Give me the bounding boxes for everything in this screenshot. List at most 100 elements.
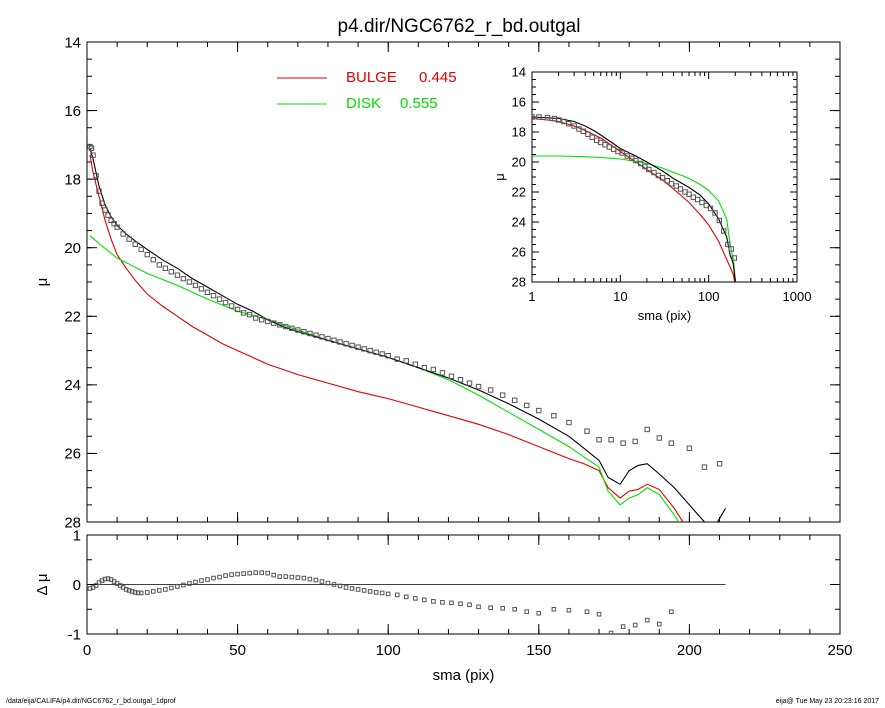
residual-data-point bbox=[449, 600, 454, 606]
residual-data-point bbox=[193, 579, 198, 585]
main-data-point bbox=[88, 145, 95, 151]
main-data-point bbox=[430, 366, 437, 373]
residual-data-point bbox=[126, 588, 132, 593]
residual-data-point bbox=[500, 605, 505, 611]
residual-data-point bbox=[669, 609, 674, 615]
residual-data-point bbox=[431, 599, 436, 604]
inset-data-point bbox=[580, 128, 586, 134]
residual-data-point bbox=[343, 585, 349, 590]
main-data-point bbox=[120, 231, 126, 237]
residual-data-point bbox=[265, 570, 271, 576]
main-data-point bbox=[373, 349, 379, 355]
main-data-point bbox=[204, 289, 211, 295]
inset-data-point bbox=[725, 241, 731, 248]
main-data-point bbox=[394, 356, 400, 362]
inset-data-point bbox=[673, 183, 679, 189]
main-data-point bbox=[111, 221, 117, 227]
legend: BULGE 0.445 DISK 0.555 bbox=[277, 69, 457, 112]
inset-data-point bbox=[703, 202, 709, 209]
inset-ytick-label: 20 bbox=[512, 155, 526, 170]
main-data-point bbox=[307, 330, 313, 337]
main-ytick-label: 24 bbox=[64, 377, 81, 394]
main-data-point bbox=[289, 325, 295, 331]
main-data-point bbox=[524, 402, 530, 409]
residual-data-point bbox=[524, 609, 530, 615]
residual-data-point bbox=[620, 624, 626, 629]
residual-data-point bbox=[132, 590, 138, 595]
main-data-point bbox=[716, 461, 723, 467]
main-data-point bbox=[162, 265, 169, 271]
residual-data-point bbox=[355, 587, 361, 592]
inset-data-point bbox=[633, 157, 639, 164]
residual-ytick-label: 1 bbox=[73, 527, 81, 544]
main-data-point bbox=[457, 377, 464, 383]
residual-xtick-label: 150 bbox=[526, 642, 551, 659]
residual-data-point bbox=[394, 592, 400, 598]
residual-data-point bbox=[325, 580, 331, 586]
main-data-point bbox=[620, 440, 626, 446]
main-data-point bbox=[114, 224, 120, 230]
residual-data-point bbox=[138, 590, 144, 596]
main-data-point bbox=[668, 440, 675, 446]
residual-data-point bbox=[241, 571, 246, 576]
inset-ytick-label: 16 bbox=[512, 95, 526, 110]
inset-data-point bbox=[712, 210, 718, 216]
residual-data-point bbox=[584, 609, 590, 615]
residual-data-point bbox=[331, 582, 337, 587]
main-data-point bbox=[216, 296, 223, 302]
residual-data-point bbox=[181, 582, 186, 588]
residual-plot-area bbox=[87, 570, 726, 634]
inset-data-point bbox=[694, 196, 701, 203]
inset-data-point bbox=[536, 114, 542, 120]
residual-data-point bbox=[596, 611, 602, 617]
residual-data-point bbox=[458, 601, 463, 607]
residual-xtick-label: 0 bbox=[83, 642, 91, 659]
residual-data-point bbox=[223, 573, 228, 578]
main-plot: 14 16 18 20 22 24 26 28 μ bbox=[34, 34, 841, 531]
residual-data-point bbox=[644, 617, 650, 623]
main-data-point bbox=[487, 387, 494, 393]
main-data-point bbox=[295, 327, 301, 333]
inset-data-point bbox=[677, 186, 684, 192]
residual-xlabel: sma (pix) bbox=[433, 667, 495, 684]
footer-path: /data/eija/CALIFA/p4.dir/NGC6762_r_bd.ou… bbox=[6, 698, 176, 705]
main-ylabel: μ bbox=[34, 278, 51, 287]
residual-data-point bbox=[361, 588, 367, 593]
residual-data-point bbox=[476, 604, 481, 610]
residual-data-point bbox=[488, 605, 493, 611]
inset-data-point bbox=[565, 121, 572, 127]
residual-data-point bbox=[403, 594, 409, 600]
legend-bulge-label: BULGE bbox=[346, 69, 397, 86]
residual-data-point bbox=[163, 587, 168, 592]
residual-data-point bbox=[93, 583, 99, 588]
main-data-point bbox=[138, 246, 144, 253]
residual-data-point bbox=[367, 589, 373, 594]
residual-ytick-label: -1 bbox=[68, 626, 81, 643]
main-data-point bbox=[105, 212, 111, 218]
residual-data-point bbox=[247, 570, 252, 576]
main-disk-line bbox=[89, 235, 680, 522]
inset-data-point bbox=[686, 191, 692, 197]
main-data-point bbox=[283, 323, 289, 330]
main-data-point bbox=[156, 262, 162, 268]
residual-data-point bbox=[319, 579, 325, 584]
residual-data-point bbox=[175, 584, 180, 589]
main-data-point bbox=[246, 311, 253, 318]
main-data-point bbox=[379, 351, 385, 357]
inset-xlabel: sma (pix) bbox=[638, 308, 691, 323]
inset-data-point bbox=[721, 228, 727, 234]
residual-data-point bbox=[87, 586, 93, 591]
main-data-point bbox=[466, 380, 473, 386]
residual-data-point bbox=[205, 577, 210, 582]
main-data-point bbox=[180, 275, 187, 282]
residual-ytick-label: 0 bbox=[73, 577, 81, 594]
residual-data-point bbox=[301, 575, 307, 581]
main-data-point bbox=[271, 320, 277, 326]
main-data-point bbox=[584, 428, 590, 434]
residual-data-point bbox=[229, 572, 234, 577]
main-data-point bbox=[210, 293, 217, 299]
residual-data-point bbox=[135, 590, 141, 596]
main-data-point bbox=[102, 207, 108, 213]
residual-data-point bbox=[169, 585, 174, 591]
